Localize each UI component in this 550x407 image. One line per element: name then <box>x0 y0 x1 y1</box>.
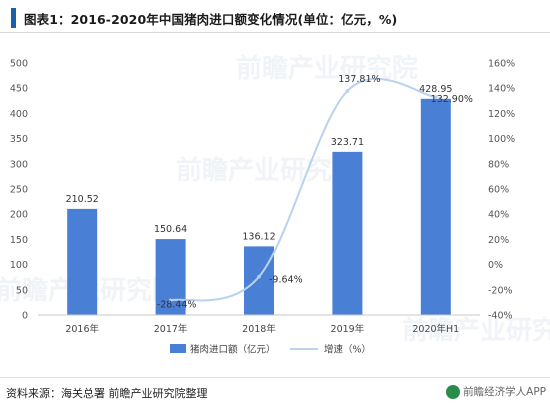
legend-swatch-bar <box>170 344 186 353</box>
line-point <box>168 298 173 303</box>
line-data-label: -28.44% <box>157 299 197 310</box>
y-left-axis: 0 50 100 150 200 250 300 350 400 450 500 <box>10 59 28 322</box>
line-data-label: 132.90% <box>431 94 473 105</box>
chart-title: 图表1：2016-2020年中国猪肉进口额变化情况(单位：亿元，%) <box>24 12 398 27</box>
bar-series: 210.52 150.64 136.12 323.71 428.95 <box>66 84 452 315</box>
brand-name: 前瞻经济学人APP <box>463 386 546 398</box>
y-right-tick-label: 140% <box>488 84 515 95</box>
bar <box>420 98 451 315</box>
line-point <box>257 274 261 279</box>
legend-label: 猪肉进口额（亿元） <box>190 344 276 356</box>
y-left-tick-label: 50 <box>16 285 28 296</box>
line-data-label: 137.81% <box>338 74 380 85</box>
y-left-tick-label: 150 <box>10 235 28 246</box>
x-tick-label: 2018年 <box>242 323 276 335</box>
bar <box>332 151 363 315</box>
bar-data-label: 150.64 <box>154 224 187 235</box>
bar <box>67 208 98 315</box>
brand-badge: 前瞻经济学人APP <box>446 384 546 399</box>
x-tick-label: 2016年 <box>65 323 99 335</box>
bar-data-label: 136.12 <box>242 231 275 242</box>
bar-data-label: 210.52 <box>66 194 99 205</box>
x-axis: 2016年 2017年 2018年 2019年 2020年H1 <box>38 314 480 335</box>
line-point <box>434 95 438 99</box>
y-right-tick-label: -40% <box>488 311 513 322</box>
combo-chart: 0 50 100 150 200 250 300 350 400 450 500 -40% -20% 0… <box>10 59 515 356</box>
bar <box>155 239 186 315</box>
legend: 猪肉进口额（亿元） 增速（%） <box>170 344 371 356</box>
chart-header: 图表1：2016-2020年中国猪肉进口额变化情况(单位：亿元，%) <box>0 0 550 34</box>
y-right-tick-label: 20% <box>488 235 509 246</box>
legend-label: 增速（%） <box>324 344 371 356</box>
x-tick-label: 2017年 <box>154 323 188 335</box>
y-right-tick-label: -20% <box>488 285 513 296</box>
title-accent-bar <box>11 8 16 28</box>
y-left-tick-label: 250 <box>10 185 28 196</box>
y-right-tick-label: 120% <box>488 109 515 120</box>
y-right-tick-label: 160% <box>488 59 515 70</box>
bar <box>244 246 274 315</box>
y-left-tick-label: 450 <box>10 84 28 95</box>
y-left-tick-label: 500 <box>10 59 28 70</box>
line-point <box>345 89 350 93</box>
data-source-note: 资料来源：海关总署 前瞻产业研究院整理 <box>6 387 208 400</box>
y-right-tick-label: 0% <box>488 260 503 271</box>
line-series: -28.44% -9.64% 137.81% 132.90% <box>157 74 473 310</box>
y-left-tick-label: 400 <box>10 109 28 120</box>
bar-data-label: 428.95 <box>419 84 452 95</box>
y-left-tick-label: 300 <box>10 159 28 170</box>
footer-divider <box>0 377 550 378</box>
header-divider <box>0 32 550 33</box>
y-right-tick-label: 60% <box>488 185 509 196</box>
y-right-tick-label: 40% <box>488 210 509 221</box>
y-left-tick-label: 350 <box>10 134 28 145</box>
brand-logo-icon <box>446 385 461 399</box>
y-left-tick-label: 200 <box>10 210 28 221</box>
x-tick-label: 2019年 <box>331 323 365 335</box>
y-right-tick-label: 80% <box>488 159 509 170</box>
bar-data-label: 323.71 <box>331 137 364 148</box>
growth-line <box>170 77 436 302</box>
y-right-tick-label: 100% <box>488 134 515 145</box>
y-left-tick-label: 100 <box>10 260 28 271</box>
x-tick-label: 2020年H1 <box>412 323 459 335</box>
line-data-label: -9.64% <box>269 275 303 286</box>
y-left-tick-label: 0 <box>22 311 28 322</box>
y-right-axis: -40% -20% 0% 20% 40% 60% 80% 100% 120% 140% 160% <box>488 59 515 322</box>
